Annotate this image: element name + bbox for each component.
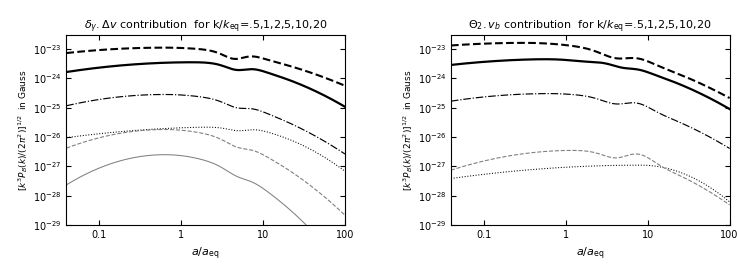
X-axis label: $a/a_{\rm eq}$: $a/a_{\rm eq}$	[192, 245, 220, 262]
Title: $\Theta_2.v_b$ contribution  for k/$k_{\rm eq}$=.5,1,2,5,10,20: $\Theta_2.v_b$ contribution for k/$k_{\r…	[469, 18, 712, 35]
X-axis label: $a/a_{\rm eq}$: $a/a_{\rm eq}$	[576, 245, 604, 262]
Y-axis label: $[k^3P_B(k)/(2\pi^2)]^{1/2}$  in Gauss: $[k^3P_B(k)/(2\pi^2)]^{1/2}$ in Gauss	[16, 69, 30, 191]
Title: $\delta_\gamma.\Delta v$ contribution  for k/$k_{\rm eq}$=.5,1,2,5,10,20: $\delta_\gamma.\Delta v$ contribution fo…	[84, 18, 327, 35]
Y-axis label: $[k^3P_B(k)/(2\pi^2)]^{1/2}$  in Gauss: $[k^3P_B(k)/(2\pi^2)]^{1/2}$ in Gauss	[401, 69, 415, 191]
